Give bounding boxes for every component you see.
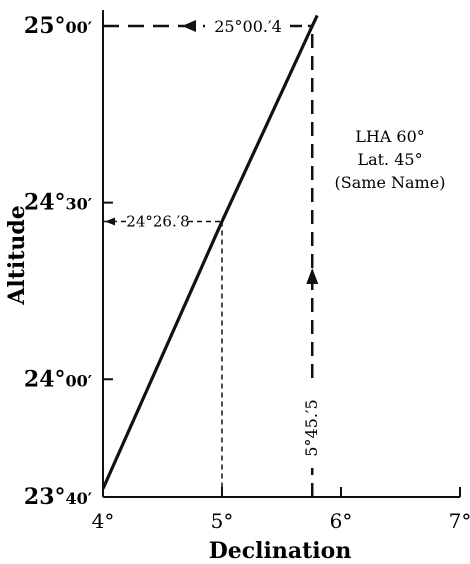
y-tick-labels: 25°00′ 24°30′ 24°00′ 23°40′ [24,13,92,510]
mid-guide-arrowhead [105,217,115,226]
y-tick-label-1: 24°30′ [24,190,92,216]
y-axis-label: Altitude [4,205,30,305]
note-line-3: (Same Name) [335,173,446,192]
series-line [101,14,319,490]
y-tick-label-0: 25°00′ [24,13,92,39]
guide-lines [103,20,319,497]
vertical-readout-label: 5°45.′5 [302,399,321,456]
note-line-1: LHA 60° [355,127,425,146]
x-tick-label-2: 6° [330,509,353,533]
x-tick-label-3: 7° [449,509,470,533]
note-line-2: Lat. 45° [357,150,422,169]
top-guide-arrowhead [182,20,196,32]
x-tick-label-0: 4° [92,509,115,533]
y-tick-marks [103,25,113,498]
y-tick-label-3: 23°40′ [24,484,92,510]
x-axis-label: Declination [209,538,352,564]
x-tick-marks [102,487,461,497]
top-readout-label: 25°00.′4 [214,17,282,36]
x-tick-labels: 4° 5° 6° 7° [92,509,470,533]
mid-readout-label: 24°26.′8 [126,212,189,230]
y-tick-label-2: 24°00′ [24,366,92,392]
vertical-guide-arrowhead [306,268,319,284]
x-tick-label-1: 5° [211,509,234,533]
